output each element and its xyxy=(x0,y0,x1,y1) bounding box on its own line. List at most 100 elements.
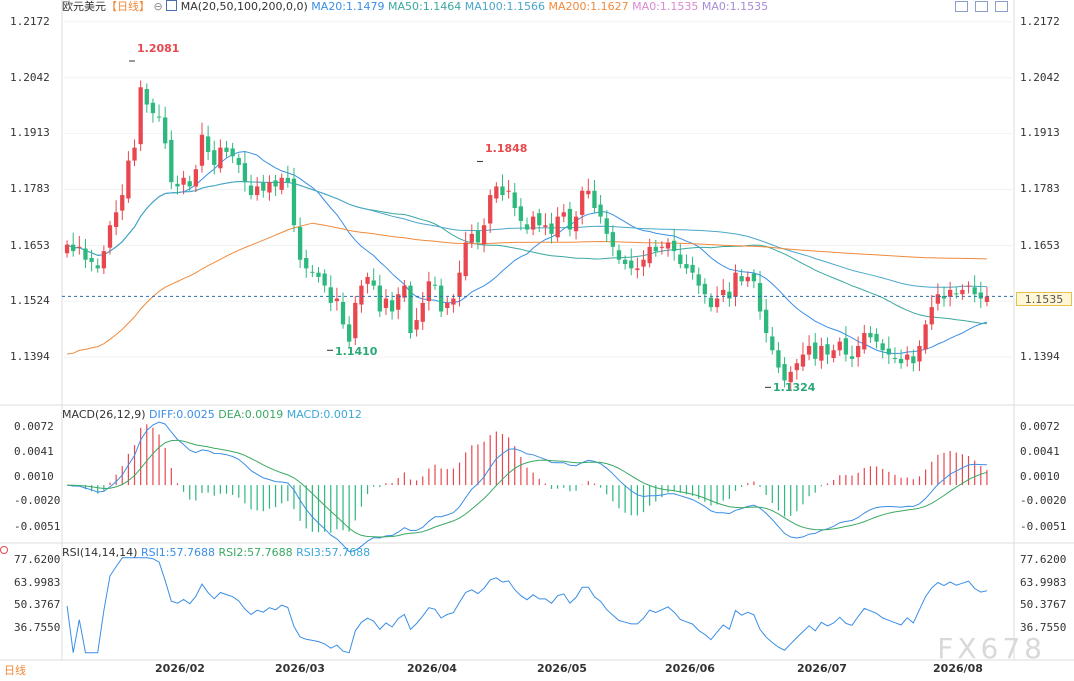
candle-body[interactable] xyxy=(291,178,297,226)
candle-body[interactable] xyxy=(285,177,290,183)
candle-body[interactable] xyxy=(408,285,413,334)
candle-body[interactable] xyxy=(488,195,493,224)
candle-body[interactable] xyxy=(199,134,205,166)
candle-body[interactable] xyxy=(751,273,757,282)
candle-body[interactable] xyxy=(150,102,156,114)
candle-body[interactable] xyxy=(555,216,560,238)
candle-body[interactable] xyxy=(475,230,481,243)
candle-body[interactable] xyxy=(874,333,879,342)
candle-body[interactable] xyxy=(947,289,953,297)
candle-body[interactable] xyxy=(567,208,573,230)
candle-body[interactable] xyxy=(481,225,487,245)
candle-body[interactable] xyxy=(923,324,928,350)
candle-body[interactable] xyxy=(156,116,162,118)
candle-body[interactable] xyxy=(580,190,585,215)
candle-body[interactable] xyxy=(543,225,548,227)
candle-body[interactable] xyxy=(721,289,726,296)
candle-body[interactable] xyxy=(181,177,186,185)
candle-body[interactable] xyxy=(304,258,309,269)
candle-body[interactable] xyxy=(64,244,70,254)
candle-body[interactable] xyxy=(788,371,793,383)
candle-body[interactable] xyxy=(389,300,395,312)
candle-body[interactable] xyxy=(224,147,229,152)
candle-body[interactable] xyxy=(905,354,910,360)
candle-body[interactable] xyxy=(83,248,88,260)
candle-body[interactable] xyxy=(616,250,622,260)
candle-body[interactable] xyxy=(322,273,327,286)
candle-body[interactable] xyxy=(862,333,867,350)
candle-body[interactable] xyxy=(714,298,720,308)
candle-body[interactable] xyxy=(438,285,444,312)
candle-body[interactable] xyxy=(665,242,671,249)
candle-body[interactable] xyxy=(549,223,554,234)
candle-body[interactable] xyxy=(672,240,677,252)
collapse-icon[interactable]: ⊖ xyxy=(153,0,163,13)
candle-body[interactable] xyxy=(886,348,891,355)
candle-body[interactable] xyxy=(684,264,689,269)
candle-body[interactable] xyxy=(653,246,658,252)
candle-body[interactable] xyxy=(678,254,683,265)
candle-body[interactable] xyxy=(800,354,806,367)
candle-body[interactable] xyxy=(518,206,524,221)
candle-body[interactable] xyxy=(506,190,511,192)
candle-body[interactable] xyxy=(377,285,382,312)
candle-body[interactable] xyxy=(592,190,597,208)
candle-body[interactable] xyxy=(941,295,947,299)
candle-body[interactable] xyxy=(794,363,799,371)
candle-body[interactable] xyxy=(426,281,432,302)
candle-body[interactable] xyxy=(432,284,438,286)
candle-body[interactable] xyxy=(868,333,873,338)
candle-body[interactable] xyxy=(733,272,738,297)
candle-body[interactable] xyxy=(647,246,652,264)
candle-body[interactable] xyxy=(420,302,425,322)
candle-body[interactable] xyxy=(843,338,849,355)
candle-body[interactable] xyxy=(187,181,192,187)
candle-body[interactable] xyxy=(193,169,198,187)
candle-body[interactable] xyxy=(586,190,591,195)
candle-body[interactable] xyxy=(95,265,100,269)
candle-body[interactable] xyxy=(954,293,959,295)
candle-body[interactable] xyxy=(929,307,934,325)
candle-body[interactable] xyxy=(279,177,284,190)
settings-icon[interactable] xyxy=(955,1,968,12)
candle-body[interactable] xyxy=(984,296,990,302)
candle-body[interactable] xyxy=(347,324,352,342)
candle-body[interactable] xyxy=(978,292,983,299)
candlestick-series[interactable] xyxy=(64,80,990,391)
candle-body[interactable] xyxy=(825,344,830,355)
candle-body[interactable] xyxy=(898,358,904,364)
candle-body[interactable] xyxy=(236,157,241,165)
candle-body[interactable] xyxy=(610,232,616,247)
indicator-icon[interactable] xyxy=(166,0,178,11)
candle-body[interactable] xyxy=(537,213,542,226)
candle-body[interactable] xyxy=(917,345,922,362)
candle-body[interactable] xyxy=(831,350,836,359)
candle-body[interactable] xyxy=(89,258,94,262)
candle-body[interactable] xyxy=(641,259,646,267)
candle-body[interactable] xyxy=(819,345,824,361)
candle-body[interactable] xyxy=(353,302,358,339)
candle-body[interactable] xyxy=(248,185,254,196)
candle-body[interactable] xyxy=(629,260,634,269)
macd-panel[interactable] xyxy=(67,421,988,553)
candle-body[interactable] xyxy=(132,147,137,161)
candle-body[interactable] xyxy=(212,150,217,165)
candle-body[interactable] xyxy=(690,264,695,273)
candle-body[interactable] xyxy=(880,343,885,351)
candle-body[interactable] xyxy=(163,117,168,144)
candle-body[interactable] xyxy=(169,139,174,183)
period-label[interactable]: 【日线】 xyxy=(106,0,150,13)
candle-body[interactable] xyxy=(144,89,149,105)
candle-body[interactable] xyxy=(892,358,898,360)
candle-body[interactable] xyxy=(77,246,82,248)
candle-body[interactable] xyxy=(972,287,977,295)
candle-body[interactable] xyxy=(310,271,315,273)
candle-body[interactable] xyxy=(696,274,701,286)
close-icon[interactable] xyxy=(995,1,1008,12)
rsi-panel[interactable] xyxy=(66,557,988,654)
candle-body[interactable] xyxy=(463,242,468,277)
candle-body[interactable] xyxy=(708,297,714,308)
candle-body[interactable] xyxy=(561,212,566,217)
candle-body[interactable] xyxy=(813,342,818,359)
